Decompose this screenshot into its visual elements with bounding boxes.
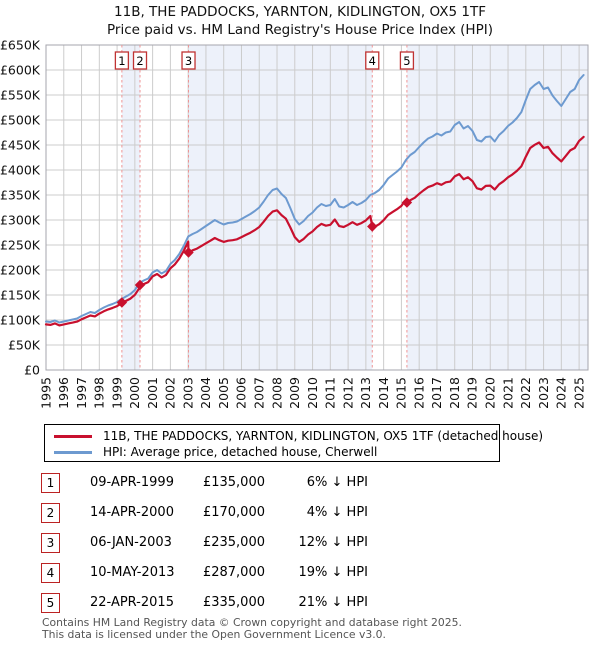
svg-text:3: 3 — [185, 54, 192, 68]
svg-text:2005: 2005 — [216, 377, 231, 409]
sale-date: 22-APR-2015 — [90, 595, 174, 610]
sale-hpi-diff: 6% ↓ HPI — [306, 475, 368, 490]
svg-text:2000: 2000 — [127, 377, 142, 409]
sale-price: £235,000 — [202, 535, 265, 550]
svg-text:4: 4 — [369, 54, 376, 68]
license-footer: Contains HM Land Registry data © Crown c… — [42, 617, 462, 640]
svg-text:£600K: £600K — [0, 63, 41, 78]
svg-text:1999: 1999 — [109, 377, 124, 409]
sale-table-row: 5 22-APR-2015 £335,000 21% ↓ HPI — [41, 593, 381, 613]
sale-price: £335,000 — [202, 595, 265, 610]
svg-text:2007: 2007 — [251, 377, 266, 409]
chart-legend: 11B, THE PADDOCKS, YARNTON, KIDLINGTON, … — [44, 424, 543, 462]
y-axis-labels: £0 £50K £100K £150K £200K £250K £300K £350K £400… — [0, 38, 41, 378]
footer-line-2: This data is licensed under the Open Gov… — [42, 627, 386, 641]
legend-item-property: 11B, THE PADDOCKS, YARNTON, KIDLINGTON, … — [54, 428, 543, 444]
grid-lines — [45, 44, 589, 371]
svg-text:2019: 2019 — [465, 377, 480, 409]
sale-number-badge: 2 — [41, 503, 60, 523]
svg-text:£50K: £50K — [8, 338, 41, 353]
svg-text:2018: 2018 — [447, 377, 462, 409]
chart-title: 11B, THE PADDOCKS, YARNTON, KIDLINGTON, … — [114, 4, 486, 20]
svg-text:1995: 1995 — [38, 377, 53, 409]
ownership-bands — [121, 45, 588, 370]
property-price-line — [44, 135, 585, 327]
svg-text:2015: 2015 — [394, 377, 409, 409]
svg-text:1998: 1998 — [92, 377, 107, 409]
sale-price: £170,000 — [202, 505, 265, 520]
sale-markers — [116, 197, 413, 308]
svg-text:£500K: £500K — [0, 113, 41, 128]
hpi-line — [45, 74, 585, 324]
sale-number-badge: 1 — [41, 473, 60, 493]
hpi-line-swatch — [54, 450, 92, 454]
svg-text:2025: 2025 — [571, 377, 586, 409]
sale-table-row: 2 14-APR-2000 £170,000 4% ↓ HPI — [41, 503, 381, 523]
legend-item-hpi: HPI: Average price, detached house, Cher… — [54, 444, 490, 460]
svg-text:2023: 2023 — [536, 377, 551, 409]
sale-date: 06-JAN-2003 — [90, 535, 172, 550]
sale-number-badge: 4 — [41, 563, 60, 583]
price-chart: 1 2 3 4 5 £0 £50K £100K £150K £200K £250K £300K £350… — [0, 38, 589, 409]
sale-number-badge: 3 — [41, 533, 60, 553]
svg-text:2020: 2020 — [483, 377, 498, 409]
svg-text:2003: 2003 — [180, 377, 195, 409]
svg-text:2012: 2012 — [340, 377, 355, 409]
svg-text:1: 1 — [118, 54, 125, 68]
svg-text:£200K: £200K — [0, 263, 41, 278]
svg-text:2004: 2004 — [198, 377, 213, 409]
svg-text:2011: 2011 — [323, 377, 338, 409]
sale-date: 10-MAY-2013 — [90, 565, 175, 580]
svg-text:£550K: £550K — [0, 88, 41, 103]
svg-text:2014: 2014 — [376, 377, 391, 409]
svg-text:£300K: £300K — [0, 213, 41, 228]
sale-hpi-diff: 21% ↓ HPI — [298, 595, 368, 610]
svg-text:£0: £0 — [24, 363, 40, 378]
svg-text:2017: 2017 — [429, 377, 444, 409]
svg-text:1996: 1996 — [56, 377, 71, 409]
svg-text:£450K: £450K — [0, 138, 41, 153]
svg-text:2021: 2021 — [500, 377, 515, 409]
svg-text:2016: 2016 — [411, 377, 426, 409]
sale-hpi-diff: 19% ↓ HPI — [298, 565, 368, 580]
svg-text:£650K: £650K — [0, 38, 41, 53]
chart-subtitle: Price paid vs. HM Land Registry's House … — [107, 22, 493, 38]
svg-text:£100K: £100K — [0, 313, 41, 328]
x-axis-labels: 1995 1996 1997 1998 1999 2000 2001 2002 2003 2004… — [38, 377, 586, 409]
footer-line-1: Contains HM Land Registry data © Crown c… — [42, 616, 462, 629]
property-line-swatch — [54, 434, 92, 438]
sale-price: £287,000 — [202, 565, 265, 580]
svg-text:2008: 2008 — [269, 377, 284, 409]
sale-table-row: 1 09-APR-1999 £135,000 6% ↓ HPI — [41, 473, 381, 493]
svg-text:2002: 2002 — [163, 377, 178, 409]
svg-text:2001: 2001 — [145, 377, 160, 409]
svg-text:2: 2 — [136, 54, 143, 68]
svg-text:2024: 2024 — [554, 377, 569, 409]
sale-table-row: 4 10-MAY-2013 £287,000 19% ↓ HPI — [41, 563, 381, 583]
legend-label-property: 11B, THE PADDOCKS, YARNTON, KIDLINGTON, … — [103, 429, 544, 443]
sale-date: 09-APR-1999 — [90, 475, 174, 490]
svg-text:2022: 2022 — [518, 377, 533, 409]
svg-text:£150K: £150K — [0, 288, 41, 303]
svg-text:5: 5 — [403, 54, 410, 68]
sale-date: 14-APR-2000 — [90, 505, 174, 520]
sale-table-row: 3 06-JAN-2003 £235,000 12% ↓ HPI — [41, 533, 381, 553]
svg-text:2006: 2006 — [234, 377, 249, 409]
svg-text:1997: 1997 — [74, 377, 89, 409]
svg-text:2009: 2009 — [287, 377, 302, 409]
sale-hpi-diff: 12% ↓ HPI — [298, 535, 368, 550]
svg-text:£250K: £250K — [0, 238, 41, 253]
sale-hpi-diff: 4% ↓ HPI — [306, 505, 368, 520]
legend-label-hpi: HPI: Average price, detached house, Cher… — [103, 445, 378, 459]
svg-text:2013: 2013 — [358, 377, 373, 409]
svg-text:2010: 2010 — [305, 377, 320, 409]
svg-text:£350K: £350K — [0, 188, 41, 203]
sale-number-badge: 5 — [41, 593, 60, 613]
svg-text:£400K: £400K — [0, 163, 41, 178]
sale-price: £135,000 — [202, 475, 265, 490]
